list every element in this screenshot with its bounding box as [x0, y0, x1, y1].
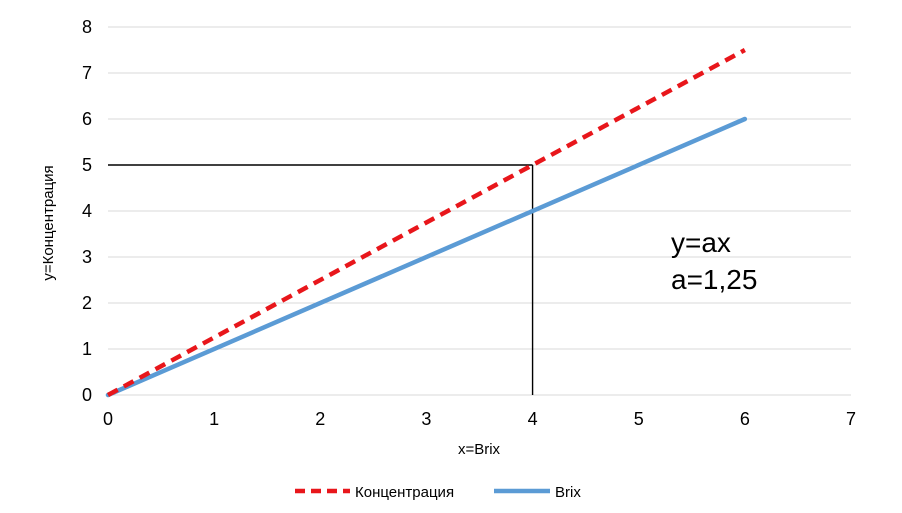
y-tick-label: 2 [82, 293, 92, 313]
x-axis-title: x=Brix [458, 441, 501, 458]
y-tick-label: 0 [82, 385, 92, 405]
y-axis-title: y=Концентрация [40, 165, 57, 280]
y-tick-label: 5 [82, 155, 92, 175]
x-tick-label: 7 [846, 409, 856, 429]
legend: Концентрация Brix [295, 484, 581, 501]
x-tick-label: 5 [634, 409, 644, 429]
annotation-coefficient: a=1,25 [671, 264, 757, 295]
y-tick-label: 8 [82, 17, 92, 37]
y-tick-labels: 0 1 2 3 4 5 6 7 8 [82, 17, 92, 405]
annotation-equation: y=ax [671, 227, 731, 258]
x-tick-label: 4 [528, 409, 538, 429]
series-line-brix [105, 116, 748, 398]
x-tick-label: 6 [740, 409, 750, 429]
guide-lines [108, 164, 534, 395]
y-tick-label: 3 [82, 247, 92, 267]
y-tick-label: 6 [82, 109, 92, 129]
series-line-concentration [106, 48, 746, 397]
legend-label-concentration: Концентрация [355, 484, 454, 501]
series-lines [105, 48, 748, 398]
y-tick-label: 4 [82, 201, 92, 221]
gridlines [108, 26, 851, 350]
legend-label-brix: Brix [555, 484, 581, 501]
x-tick-labels: 0 1 2 3 4 5 6 7 [103, 409, 856, 429]
x-tick-label: 3 [421, 409, 431, 429]
x-tick-label: 2 [315, 409, 325, 429]
y-tick-label: 7 [82, 63, 92, 83]
x-tick-label: 0 [103, 409, 113, 429]
x-tick-label: 1 [209, 409, 219, 429]
y-tick-label: 1 [82, 339, 92, 359]
